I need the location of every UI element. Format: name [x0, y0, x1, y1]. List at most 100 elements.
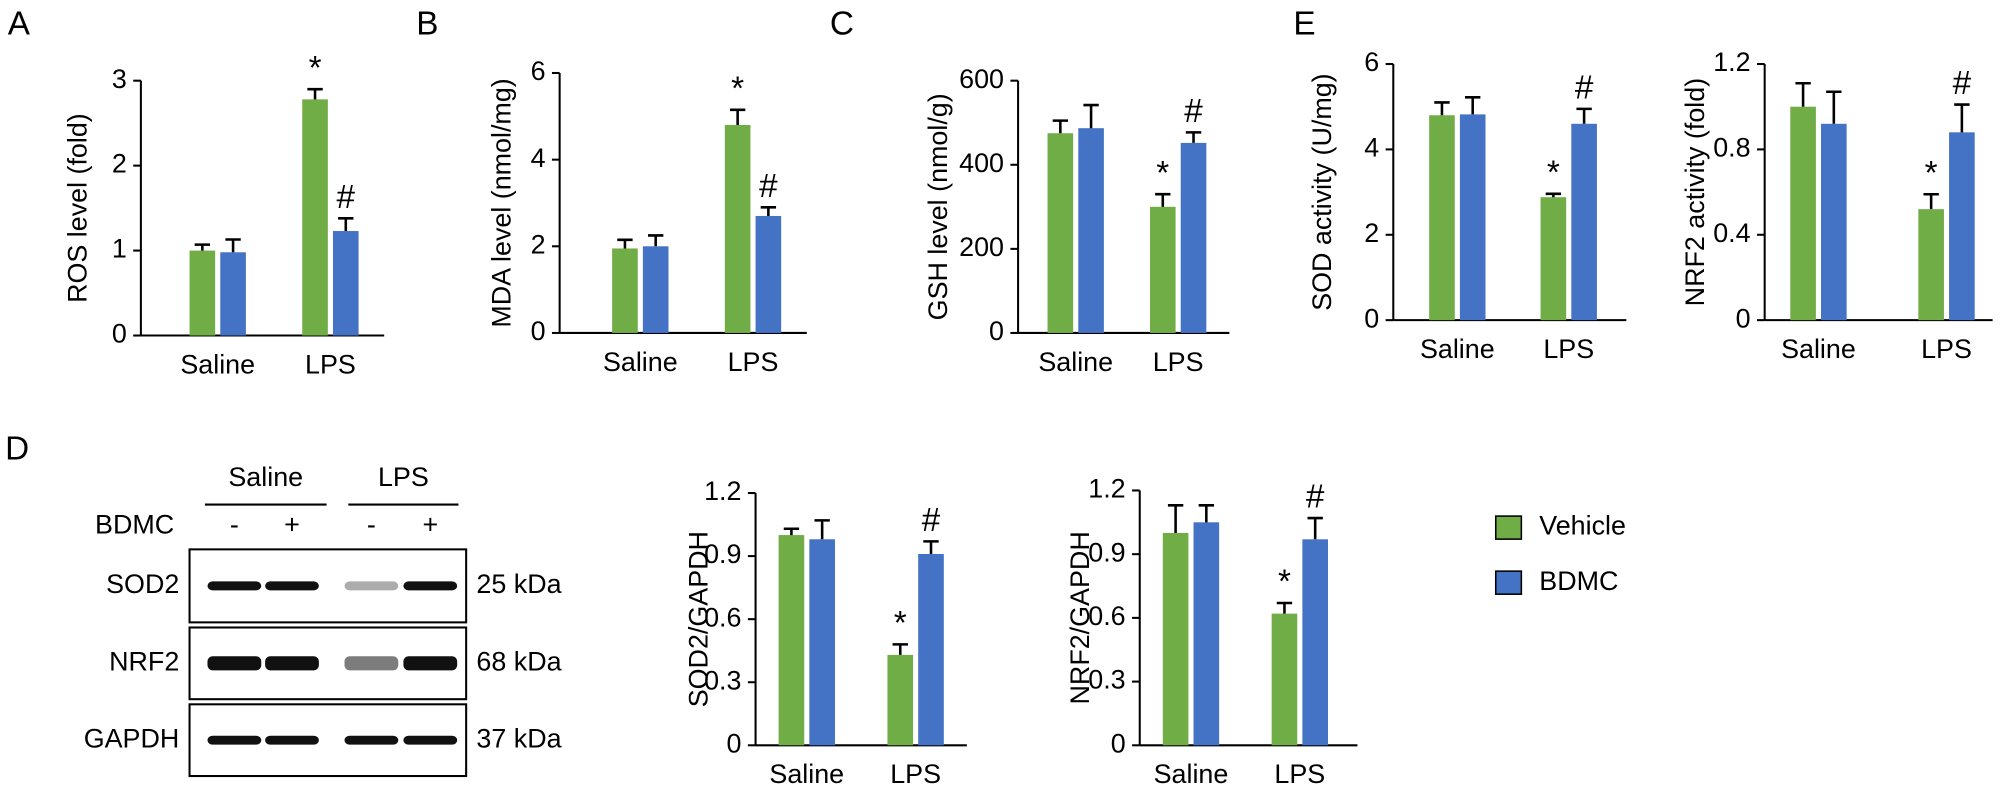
blot-band	[207, 735, 262, 745]
bar	[1429, 115, 1455, 321]
y-axis-label: SOD activity (U/mg)	[1307, 73, 1337, 310]
row-size: 68 kDa	[476, 646, 561, 676]
annotation: #	[1575, 69, 1594, 106]
row-size: 37 kDa	[476, 723, 561, 753]
bar	[1790, 106, 1816, 321]
y-tick-label: 0	[727, 728, 742, 758]
row-label: SOD2	[106, 569, 179, 599]
y-axis-label: NRF2/GAPDH	[1065, 531, 1095, 704]
y-tick-label: 2	[112, 149, 127, 179]
error-bar	[923, 540, 939, 554]
y-tick-label: 1.2	[1713, 47, 1750, 77]
row-label: GAPDH	[84, 723, 180, 753]
x-tick-label: Saline	[180, 349, 255, 379]
legend-swatch	[1494, 515, 1523, 540]
bar	[1193, 522, 1220, 746]
bar	[612, 248, 638, 333]
error-bar	[1826, 90, 1842, 124]
y-tick-label: 0.9	[1088, 537, 1125, 567]
error-bar	[1052, 119, 1069, 134]
legend-label: Vehicle	[1539, 511, 1626, 541]
y-tick-label: 0	[112, 319, 127, 349]
error-bar	[1276, 601, 1293, 614]
error-bar	[338, 217, 354, 232]
bar	[1047, 133, 1074, 333]
error-bar	[783, 527, 800, 536]
bar	[220, 252, 246, 336]
treatment-sign: -	[230, 509, 239, 539]
bar	[724, 124, 751, 333]
row-size: 25 kDa	[476, 569, 561, 599]
y-tick-label: 0.6	[704, 602, 741, 632]
annotation: #	[1953, 65, 1972, 102]
blot-band	[265, 656, 319, 671]
error-bar	[617, 238, 633, 249]
bar	[1302, 539, 1328, 746]
bar	[332, 231, 359, 336]
bar	[918, 553, 944, 746]
y-tick-label: 6	[1364, 47, 1379, 77]
treatment-sign: +	[284, 509, 300, 539]
blot-band	[344, 735, 399, 745]
x-tick-label: Saline	[603, 347, 678, 377]
bar	[1162, 532, 1189, 746]
y-tick-label: 0	[1111, 728, 1126, 758]
y-tick-label: 0	[1736, 303, 1751, 333]
bar	[642, 246, 669, 333]
error-bar	[1954, 103, 1970, 133]
bar	[1949, 132, 1975, 321]
panel-label: C	[830, 5, 854, 42]
bar	[1149, 206, 1176, 333]
annotation: #	[1184, 93, 1203, 130]
bar	[755, 215, 782, 333]
bar	[1918, 209, 1944, 321]
bar	[302, 99, 328, 336]
bar	[1571, 123, 1597, 321]
panel-label: A	[8, 5, 31, 42]
error-bar	[1083, 103, 1099, 129]
error-bar	[307, 87, 323, 100]
y-tick-label: 1.2	[1088, 474, 1125, 504]
group-label: Saline	[228, 462, 303, 492]
bar	[778, 535, 805, 746]
bar	[1459, 114, 1486, 321]
blot-band	[265, 581, 319, 591]
error-bar	[1307, 516, 1323, 540]
y-tick-label: 0	[1364, 303, 1379, 333]
error-bar	[1545, 192, 1562, 198]
blot-band	[207, 656, 262, 671]
x-tick-label: Saline	[769, 759, 844, 785]
y-tick-label: 4	[1364, 133, 1379, 163]
x-tick-label: Saline	[1781, 334, 1856, 364]
x-tick-label: LPS	[728, 347, 779, 377]
panel-label: B	[416, 5, 438, 42]
blot-band	[207, 581, 262, 591]
y-axis-label: GSH level (nmol/g)	[923, 93, 953, 320]
error-bar	[1167, 504, 1184, 533]
x-tick-label: LPS	[1274, 759, 1325, 785]
x-tick-label: Saline	[1154, 759, 1229, 785]
y-tick-label: 0.4	[1713, 218, 1750, 248]
error-bar	[729, 108, 746, 125]
y-tick-label: 0.3	[1088, 665, 1125, 695]
y-tick-label: 6	[531, 56, 546, 86]
error-bar	[1198, 504, 1215, 523]
y-tick-label: 0.3	[704, 665, 741, 695]
y-tick-label: 3	[112, 64, 127, 94]
bar	[1821, 123, 1847, 321]
y-tick-label: 0	[531, 316, 546, 346]
y-axis-label: SOD2/GAPDH	[684, 531, 714, 707]
y-axis-label: MDA level (nmol/mg)	[486, 78, 516, 327]
blot-band	[344, 581, 399, 591]
annotation: *	[1156, 155, 1169, 192]
bar	[809, 539, 835, 746]
error-bar	[760, 206, 777, 216]
y-tick-label: 0.9	[704, 539, 741, 569]
x-tick-label: LPS	[1543, 334, 1594, 364]
panel-label: E	[1293, 5, 1315, 42]
error-bar	[892, 643, 908, 655]
blot-band	[403, 735, 458, 745]
y-tick-label: 2	[531, 229, 546, 259]
